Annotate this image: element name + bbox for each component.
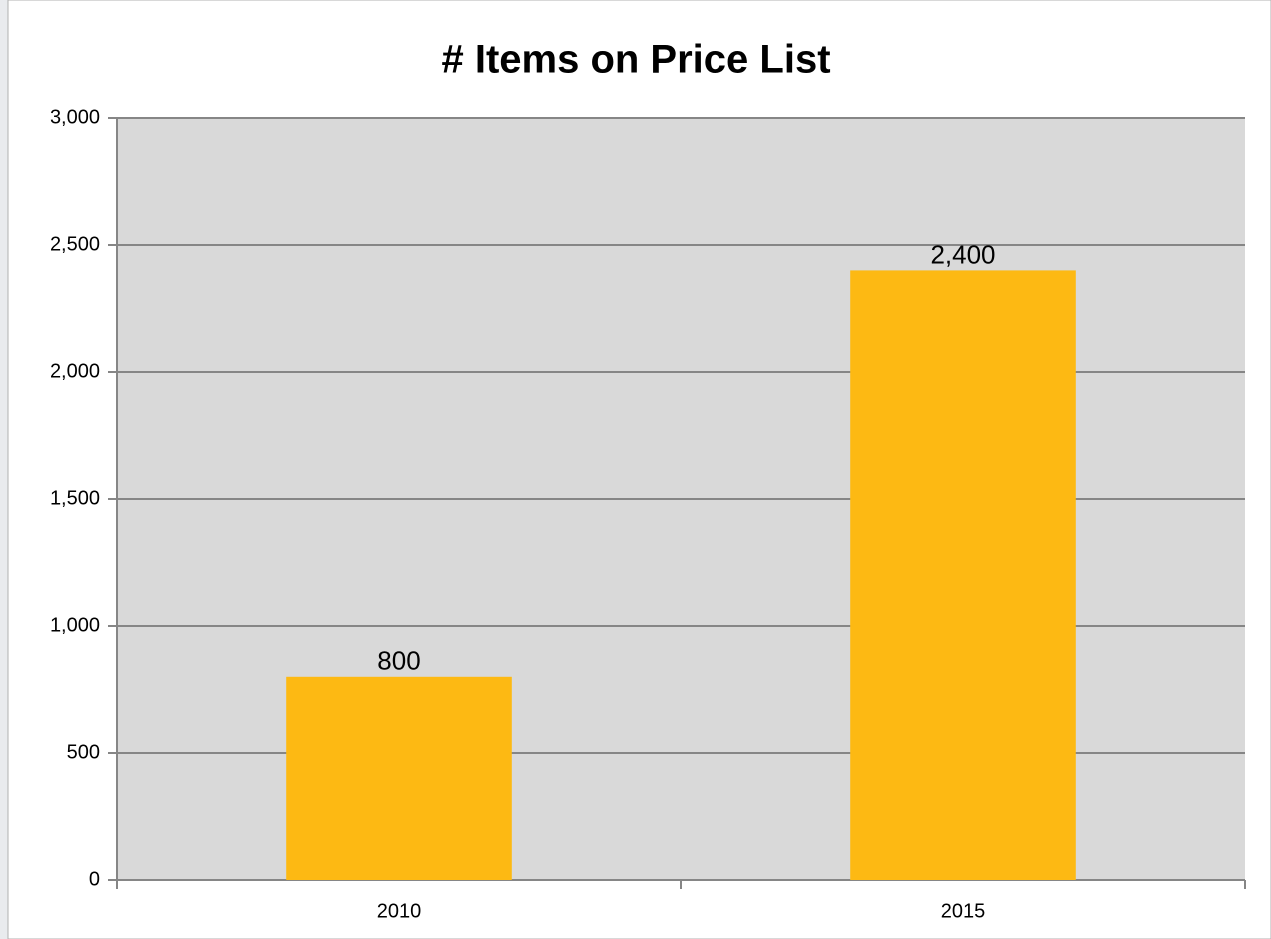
bar bbox=[850, 270, 1076, 880]
data-label: 2,400 bbox=[930, 239, 995, 269]
y-tick-label: 1,000 bbox=[50, 614, 100, 636]
y-tick-label: 500 bbox=[67, 741, 100, 763]
y-tick-label: 3,000 bbox=[50, 106, 100, 128]
y-tick-label: 0 bbox=[89, 868, 100, 890]
x-tick-label: 2015 bbox=[941, 900, 986, 922]
y-tick-label: 1,500 bbox=[50, 487, 100, 509]
y-tick-label: 2,000 bbox=[50, 360, 100, 382]
data-label: 800 bbox=[377, 646, 420, 676]
y-tick-label: 2,500 bbox=[50, 233, 100, 255]
chart-title: # Items on Price List bbox=[441, 38, 830, 82]
x-tick-label: 2010 bbox=[377, 900, 422, 922]
bar bbox=[286, 676, 512, 880]
